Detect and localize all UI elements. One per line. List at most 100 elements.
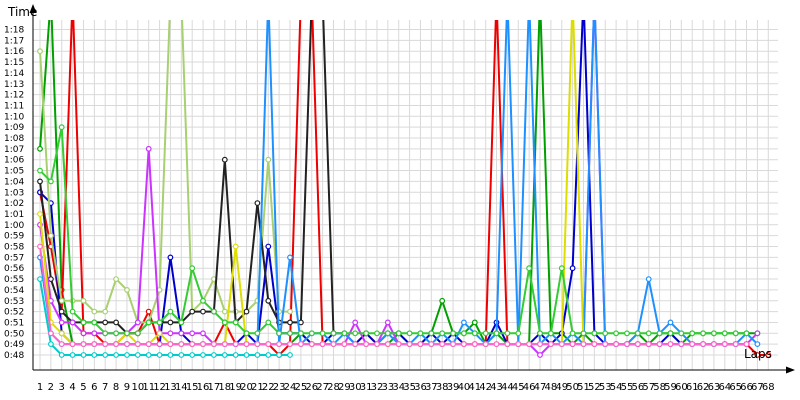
- data-point[interactable]: [200, 330, 206, 337]
- data-point[interactable]: [526, 341, 532, 348]
- data-point[interactable]: [743, 341, 750, 348]
- data-point[interactable]: [765, 352, 772, 358]
- data-point[interactable]: [537, 341, 543, 348]
- data-point[interactable]: [200, 297, 206, 304]
- data-point[interactable]: [189, 308, 196, 315]
- data-point[interactable]: [145, 352, 152, 358]
- data-point[interactable]: [352, 319, 359, 326]
- data-point[interactable]: [254, 200, 261, 207]
- data-point[interactable]: [439, 341, 446, 348]
- data-point[interactable]: [265, 156, 272, 163]
- data-point[interactable]: [732, 341, 739, 348]
- data-point[interactable]: [667, 319, 674, 326]
- data-point[interactable]: [254, 341, 261, 348]
- data-point[interactable]: [37, 145, 43, 152]
- data-point[interactable]: [287, 330, 293, 337]
- data-point[interactable]: [287, 254, 293, 261]
- data-point[interactable]: [232, 319, 239, 326]
- data-point[interactable]: [374, 330, 380, 337]
- data-point[interactable]: [102, 308, 109, 315]
- data-point[interactable]: [471, 319, 478, 326]
- data-point[interactable]: [69, 308, 76, 315]
- data-point[interactable]: [515, 330, 522, 337]
- data-point[interactable]: [721, 341, 728, 348]
- data-point[interactable]: [461, 319, 467, 326]
- data-point[interactable]: [91, 341, 98, 348]
- data-point[interactable]: [276, 330, 283, 337]
- data-point[interactable]: [200, 352, 206, 358]
- data-point[interactable]: [80, 330, 87, 337]
- data-point[interactable]: [80, 352, 87, 358]
- data-point[interactable]: [124, 330, 130, 337]
- data-point[interactable]: [504, 341, 511, 348]
- data-point[interactable]: [319, 341, 326, 348]
- data-point[interactable]: [189, 341, 196, 348]
- data-point[interactable]: [69, 341, 76, 348]
- data-point[interactable]: [58, 297, 65, 304]
- data-point[interactable]: [243, 308, 250, 315]
- data-point[interactable]: [471, 341, 478, 348]
- data-point[interactable]: [493, 341, 500, 348]
- data-point[interactable]: [124, 352, 130, 358]
- data-point[interactable]: [221, 156, 228, 163]
- data-point[interactable]: [243, 330, 250, 337]
- data-point[interactable]: [58, 319, 65, 326]
- data-point[interactable]: [91, 319, 98, 326]
- data-point[interactable]: [58, 352, 65, 358]
- data-point[interactable]: [265, 297, 272, 304]
- data-point[interactable]: [145, 341, 152, 348]
- data-point[interactable]: [276, 341, 283, 348]
- data-point[interactable]: [428, 330, 435, 337]
- data-point[interactable]: [156, 352, 163, 358]
- data-point[interactable]: [221, 341, 228, 348]
- data-point[interactable]: [700, 330, 706, 337]
- data-point[interactable]: [69, 319, 76, 326]
- data-point[interactable]: [395, 330, 402, 337]
- data-point[interactable]: [689, 341, 696, 348]
- data-point[interactable]: [276, 352, 283, 358]
- data-point[interactable]: [743, 330, 750, 337]
- data-point[interactable]: [591, 330, 598, 337]
- data-point[interactable]: [287, 308, 293, 315]
- data-point[interactable]: [645, 276, 652, 283]
- data-point[interactable]: [754, 352, 761, 358]
- data-point[interactable]: [113, 352, 119, 358]
- data-point[interactable]: [102, 352, 109, 358]
- data-point[interactable]: [548, 341, 554, 348]
- data-point[interactable]: [265, 243, 272, 250]
- data-point[interactable]: [384, 330, 391, 337]
- data-point[interactable]: [167, 352, 174, 358]
- data-point[interactable]: [265, 319, 272, 326]
- data-point[interactable]: [80, 319, 87, 326]
- data-point[interactable]: [91, 352, 98, 358]
- data-point[interactable]: [156, 341, 163, 348]
- data-point[interactable]: [482, 341, 489, 348]
- data-point[interactable]: [167, 308, 174, 315]
- data-point[interactable]: [624, 330, 630, 337]
- data-point[interactable]: [200, 308, 206, 315]
- data-point[interactable]: [352, 341, 359, 348]
- data-point[interactable]: [58, 124, 65, 131]
- data-point[interactable]: [210, 352, 217, 358]
- data-point[interactable]: [102, 341, 109, 348]
- data-point[interactable]: [461, 341, 467, 348]
- data-point[interactable]: [37, 178, 43, 185]
- data-point[interactable]: [145, 308, 152, 315]
- data-point[interactable]: [754, 341, 761, 348]
- data-point[interactable]: [645, 330, 652, 337]
- data-point[interactable]: [461, 330, 467, 337]
- data-point[interactable]: [189, 330, 196, 337]
- data-point[interactable]: [298, 341, 304, 348]
- data-point[interactable]: [210, 341, 217, 348]
- data-point[interactable]: [482, 330, 489, 337]
- data-point[interactable]: [341, 341, 348, 348]
- data-point[interactable]: [221, 352, 228, 358]
- data-point[interactable]: [287, 319, 293, 326]
- data-point[interactable]: [363, 341, 370, 348]
- data-point[interactable]: [504, 330, 511, 337]
- data-point[interactable]: [613, 330, 619, 337]
- data-point[interactable]: [37, 276, 43, 283]
- data-point[interactable]: [145, 145, 152, 152]
- data-point[interactable]: [319, 330, 326, 337]
- data-point[interactable]: [167, 341, 174, 348]
